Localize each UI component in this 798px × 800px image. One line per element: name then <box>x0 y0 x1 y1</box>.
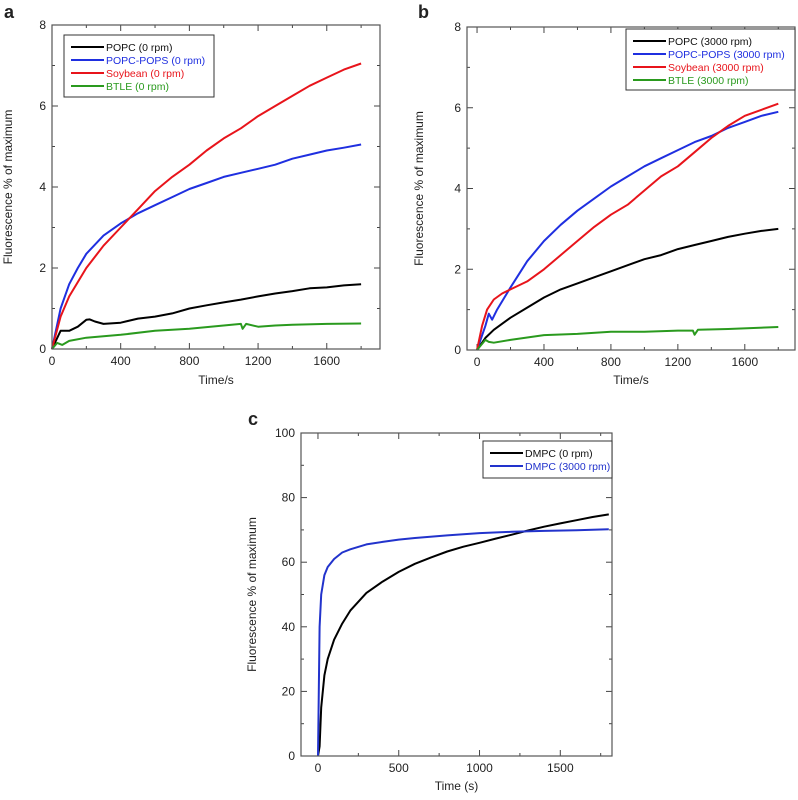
y-tick-label: 80 <box>282 491 296 505</box>
series-line-1 <box>51 143 362 350</box>
legend-entry: POPC-POPS (0 rpm) <box>106 55 205 67</box>
x-axis-label: Time/s <box>198 373 234 387</box>
plot-frame <box>51 24 381 350</box>
x-tick-label: 0 <box>315 761 322 775</box>
panel-letter: b <box>418 2 429 22</box>
y-tick-label: 40 <box>282 620 296 634</box>
legend-entry: Soybean (3000 rpm) <box>668 62 764 74</box>
y-tick-label: 20 <box>282 684 296 698</box>
x-tick-label: 1500 <box>547 761 574 775</box>
panel-b: b 0 400 800 1200 1600 0 2 4 6 8 Time/s Fluorescence … <box>412 2 796 387</box>
legend: DMPC (0 rpm)DMPC (3000 rpm) <box>482 440 613 479</box>
panel-a: a 0 400 800 1200 1600 0 2 4 6 8 Time/s Fluorescence … <box>1 2 381 387</box>
y-tick-label: 0 <box>39 342 46 356</box>
legend: POPC (3000 rpm)POPC-POPS (3000 rpm)Soybe… <box>625 28 796 91</box>
x-axis-label: Time/s <box>613 373 649 387</box>
y-tick-label: 6 <box>454 101 461 115</box>
legend-entry: POPC-POPS (3000 rpm) <box>668 49 785 61</box>
series-line-2 <box>51 62 362 350</box>
panel-letter: c <box>248 409 258 429</box>
legend-entry: DMPC (0 rpm) <box>525 448 593 460</box>
y-tick-label: 0 <box>454 343 461 357</box>
series-line-0 <box>51 283 362 350</box>
legend-entry: POPC (3000 rpm) <box>668 36 752 48</box>
y-tick-label: 6 <box>39 99 46 113</box>
x-axis-label: Time (s) <box>435 779 479 793</box>
legend-entry: DMPC (3000 rpm) <box>525 461 610 473</box>
plot-frame <box>300 432 613 757</box>
y-tick-label: 4 <box>39 180 46 194</box>
x-tick-label: 0 <box>49 354 56 368</box>
legend-entry: POPC (0 rpm) <box>106 42 173 54</box>
x-tick-label: 1600 <box>313 354 340 368</box>
y-axis-label: Fluorescence % of maximum <box>245 517 259 672</box>
x-tick-label: 500 <box>389 761 409 775</box>
series-line-0 <box>317 513 609 757</box>
legend-entry: BTLE (0 rpm) <box>106 81 169 93</box>
legend: POPC (0 rpm)POPC-POPS (0 rpm)Soybean (0 … <box>63 34 215 98</box>
y-tick-label: 100 <box>275 426 295 440</box>
x-tick-label: 1000 <box>466 761 493 775</box>
y-tick-label: 60 <box>282 555 296 569</box>
y-tick-label: 2 <box>454 262 461 276</box>
y-tick-label: 0 <box>288 749 295 763</box>
x-tick-label: 400 <box>111 354 131 368</box>
panel-letter: a <box>4 2 15 22</box>
y-tick-label: 4 <box>454 182 461 196</box>
y-axis-label: Fluorescence % of maximum <box>1 110 15 265</box>
series-line-1 <box>317 528 609 757</box>
y-tick-label: 8 <box>454 20 461 34</box>
series-line-2 <box>476 102 779 351</box>
legend-entry: BTLE (3000 rpm) <box>668 75 749 87</box>
x-tick-label: 400 <box>534 355 554 369</box>
x-tick-label: 1600 <box>731 355 758 369</box>
x-tick-label: 0 <box>474 355 481 369</box>
y-tick-label: 2 <box>39 261 46 275</box>
x-tick-label: 800 <box>601 355 621 369</box>
y-axis-label: Fluorescence % of maximum <box>412 111 426 266</box>
series-line-3 <box>476 326 779 351</box>
series-line-3 <box>51 322 362 350</box>
x-tick-label: 1200 <box>245 354 272 368</box>
legend-entry: Soybean (0 rpm) <box>106 68 184 80</box>
x-tick-label: 1200 <box>665 355 692 369</box>
panel-c: c 0 500 1000 1500 0 20 40 60 80 100 Time (s) Fluores… <box>245 409 613 793</box>
x-tick-label: 800 <box>179 354 199 368</box>
series-line-0 <box>476 227 779 351</box>
plot-frame <box>466 26 796 351</box>
series-line-1 <box>476 110 779 351</box>
legend-box <box>482 440 613 479</box>
y-tick-label: 8 <box>39 18 46 32</box>
